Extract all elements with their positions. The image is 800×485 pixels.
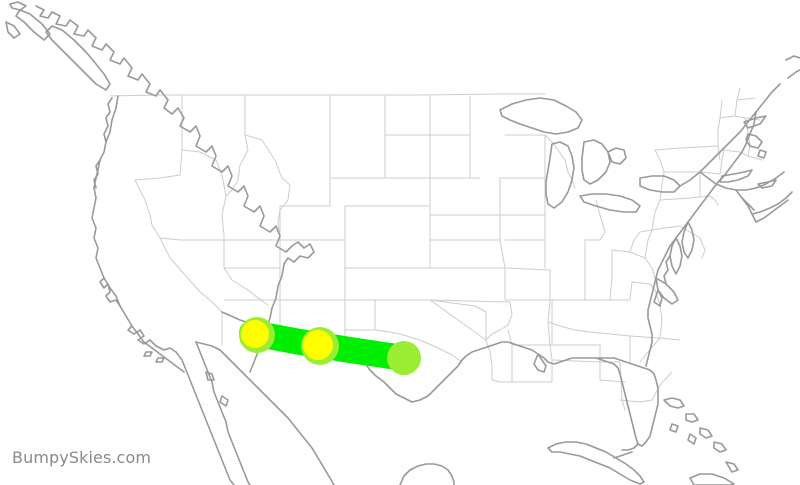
site-watermark: BumpySkies.com: [12, 448, 152, 467]
turbulence-marker-origin[interactable]: [241, 320, 269, 348]
flight-path-layer: [239, 317, 421, 375]
turbulence-marker-midroute[interactable]: [303, 330, 333, 360]
turbulence-marker-destination[interactable]: [387, 341, 421, 375]
coastline-layer: [5, 1, 800, 485]
